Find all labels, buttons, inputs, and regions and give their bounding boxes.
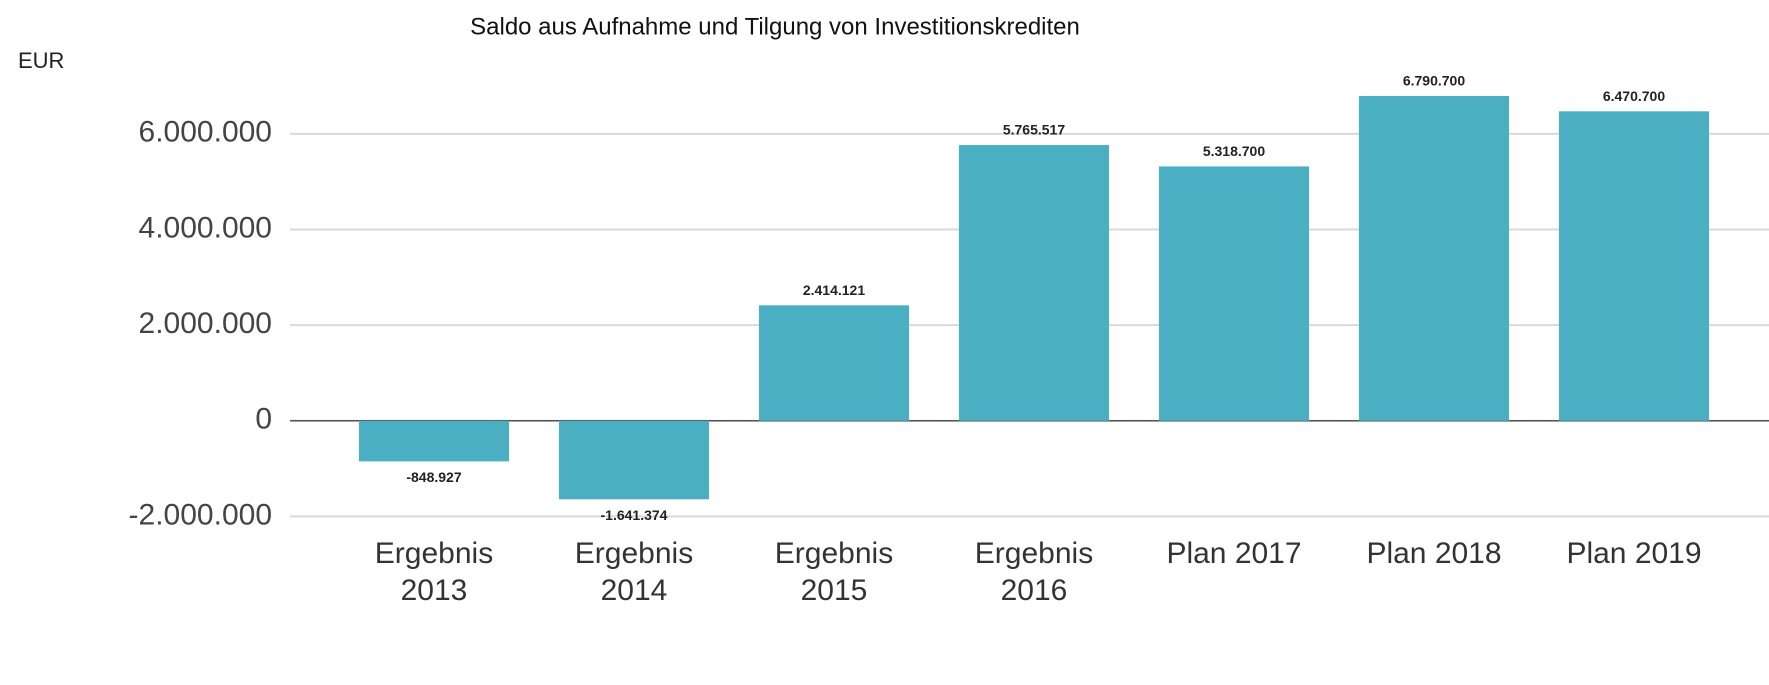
bar: [559, 420, 709, 500]
x-tick-label: Ergebnis 2014: [574, 537, 694, 607]
y-tick-label: 4.000.000: [139, 211, 272, 244]
y-tick-label: 0: [255, 403, 272, 436]
bar: [1159, 166, 1309, 421]
x-tick-label: Plan 2017: [1166, 537, 1302, 570]
value-label: 2.414.121: [803, 282, 865, 298]
value-label: 6.790.700: [1403, 73, 1465, 89]
bar: [1559, 111, 1709, 421]
value-label: 5.318.700: [1203, 143, 1265, 159]
x-tick-label: Plan 2018: [1366, 537, 1502, 570]
x-tick-label: Ergebnis 2015: [774, 537, 894, 607]
x-tick-label: Ergebnis 2016: [974, 537, 1094, 607]
x-tick-label: Ergebnis 2013: [374, 537, 494, 607]
bar: [759, 305, 909, 421]
y-tick-label: -2.000.000: [129, 498, 272, 531]
chart-title: Saldo aus Aufnahme und Tilgung von Inves…: [470, 13, 1080, 40]
y-tick-label: 6.000.000: [139, 116, 272, 149]
value-label: -848.927: [406, 469, 461, 485]
bar: [1359, 96, 1509, 421]
x-tick-label: Plan 2019: [1566, 537, 1702, 570]
y-tick-label: 2.000.000: [139, 307, 272, 340]
value-label: 5.765.517: [1003, 122, 1065, 138]
y-axis-label: EUR: [18, 48, 64, 73]
value-label: 6.470.700: [1603, 88, 1665, 104]
value-label: -1.641.374: [601, 507, 668, 523]
bar: [359, 420, 509, 462]
bar: [959, 145, 1109, 421]
